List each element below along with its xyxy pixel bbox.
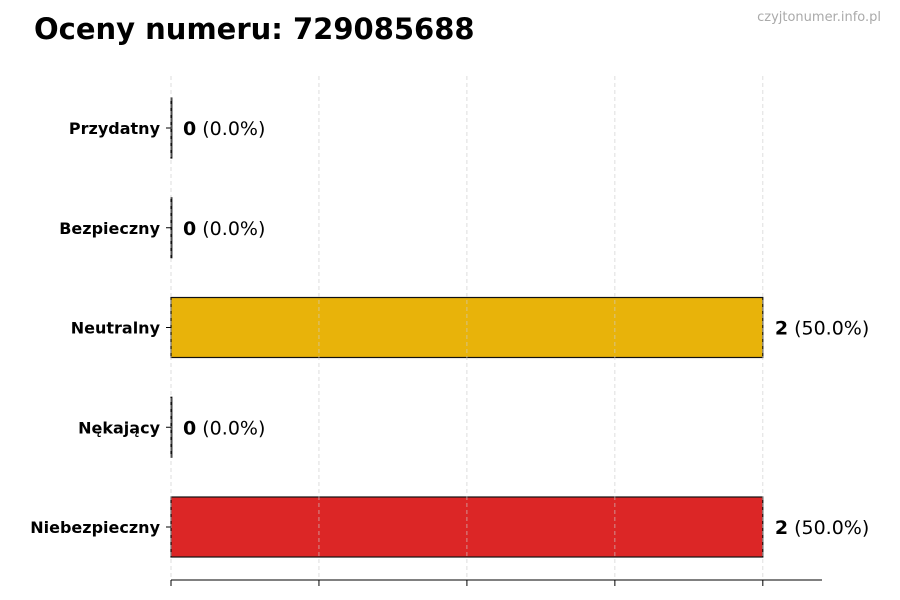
data-label: 0 (0.0%): [183, 218, 265, 240]
data-label: 2 (50.0%): [775, 517, 869, 539]
percent-label: (0.0%): [196, 218, 265, 240]
chart-title: Oceny numeru: 729085688: [34, 12, 475, 46]
category-label: Neutralny: [71, 319, 161, 338]
value-label: 0: [183, 118, 196, 140]
data-label: 0 (0.0%): [183, 417, 265, 439]
data-label: 2 (50.0%): [775, 318, 869, 340]
category-label: Przydatny: [69, 119, 161, 138]
category-label: Nękający: [78, 418, 160, 437]
value-label: 2: [775, 517, 788, 539]
value-label: 2: [775, 318, 788, 340]
bar-2: [170, 296, 764, 359]
bar-1: [170, 197, 173, 259]
category-label: Niebezpieczny: [30, 518, 160, 537]
percent-label: (50.0%): [788, 517, 869, 539]
category-label: Bezpieczny: [59, 219, 160, 238]
percent-label: (0.0%): [196, 417, 265, 439]
percent-label: (0.0%): [196, 118, 265, 140]
value-label: 0: [183, 218, 196, 240]
percent-label: (50.0%): [788, 318, 869, 340]
value-label: 0: [183, 417, 196, 439]
watermark: czyjtonumer.info.pl: [757, 10, 881, 25]
data-label: 0 (0.0%): [183, 118, 265, 140]
